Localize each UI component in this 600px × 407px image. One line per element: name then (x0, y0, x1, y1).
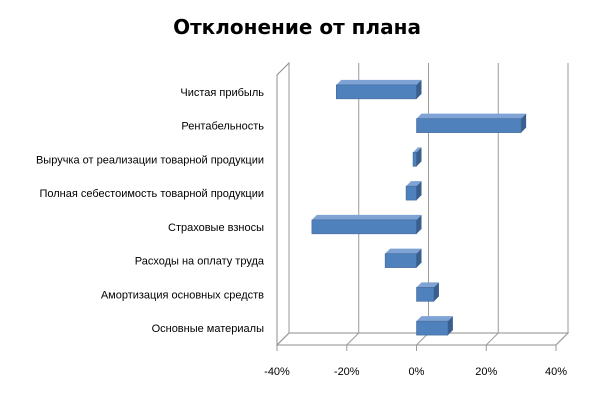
category-label: Страховые взносы (168, 222, 264, 234)
bar-front-face (416, 287, 435, 302)
bar-side-face (416, 79, 422, 99)
left-wall (276, 61, 290, 347)
bar-side-face (416, 248, 422, 268)
x-tick-label: -40% (264, 366, 290, 378)
gridline (555, 63, 569, 346)
gridline (346, 63, 360, 346)
bar-side-face (416, 214, 422, 234)
bars (311, 79, 527, 336)
bar (384, 248, 422, 268)
bar-side-face (521, 113, 527, 133)
bar-front-face (384, 253, 417, 268)
bar-top-face (336, 79, 422, 85)
bar-top-face (416, 316, 453, 322)
bar (311, 214, 422, 235)
category-label: Основные материалы (152, 323, 265, 335)
bar (416, 282, 439, 302)
bar (336, 79, 422, 100)
bar-front-face (412, 152, 417, 167)
category-label: Рентабельность (181, 121, 264, 133)
category-label: Амортизация основных средств (101, 289, 264, 301)
bar-front-face (311, 219, 417, 235)
bar-top-face (416, 113, 527, 119)
x-tick-label: -20% (334, 366, 360, 378)
x-tick-label: 40% (545, 366, 567, 378)
bar-front-face (416, 320, 449, 336)
category-label: Выручка от реализации товарной продукции (36, 154, 264, 166)
bar-top-face (413, 147, 422, 153)
gridline (485, 63, 499, 346)
bar-side-face (433, 282, 439, 302)
bar (416, 113, 527, 133)
bar-front-face (336, 84, 417, 100)
category-label: Полная себестоимость товарной продукции (39, 188, 264, 200)
bar (412, 147, 422, 167)
bar-top-face (406, 181, 422, 187)
bar-top-face (311, 214, 422, 220)
bar (416, 316, 453, 336)
bar-front-face (405, 185, 417, 201)
category-label: Расходы на оплату труда (135, 256, 265, 268)
chart-title: Отклонение от плана (173, 15, 421, 39)
category-labels: Чистая прибыль Рентабельность Выручка от р… (36, 87, 265, 335)
x-tick-label: 20% (475, 366, 497, 378)
gridlines (276, 63, 569, 351)
gridline (276, 63, 290, 346)
bar-side-face (447, 316, 453, 336)
bar-front-face (416, 118, 522, 133)
bar-top-face (385, 248, 422, 254)
x-tick-labels: -40% -20% 0% 20% 40% (264, 366, 567, 378)
bar (405, 181, 422, 201)
x-tick-label: 0% (409, 366, 425, 378)
bar-side-face (416, 181, 422, 201)
bar-side-face (416, 147, 422, 167)
category-label: Чистая прибыль (180, 87, 264, 99)
plot-walls (275, 61, 570, 347)
gridline (416, 63, 429, 346)
bar-top-face (416, 282, 439, 288)
